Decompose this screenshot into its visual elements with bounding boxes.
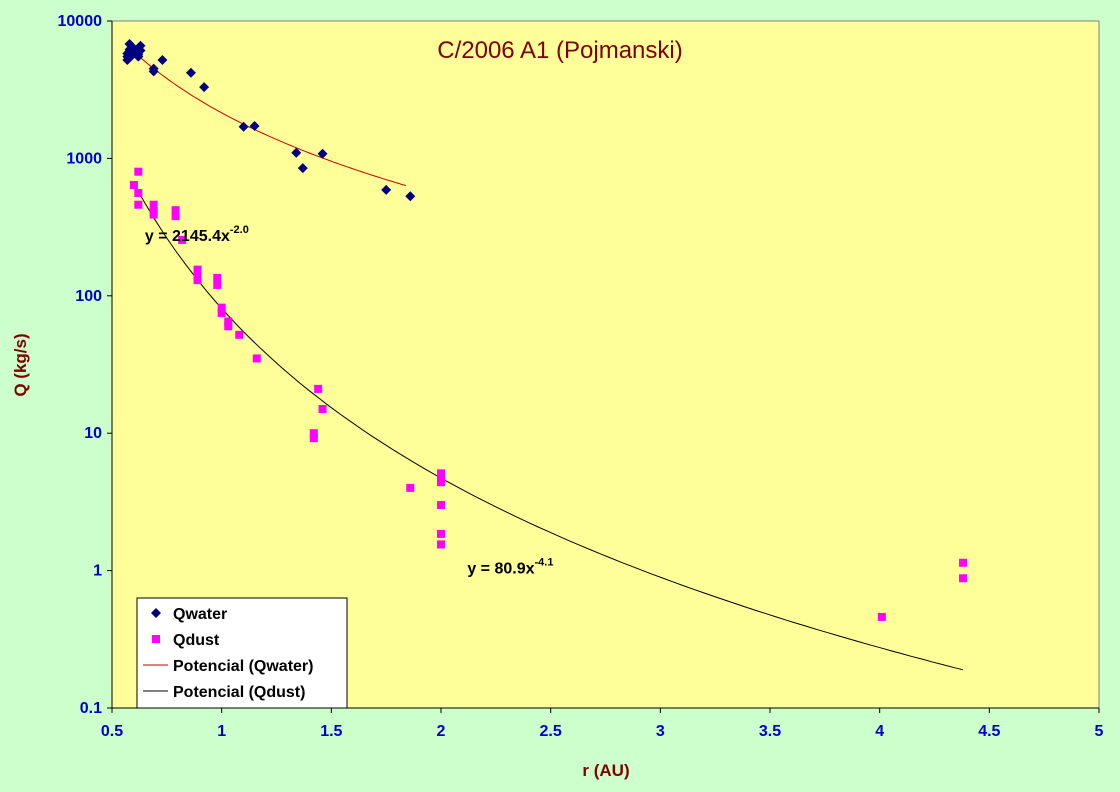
qdust-point <box>959 558 968 567</box>
legend-symbol-qwater <box>151 608 161 618</box>
x-tick-label: 4 <box>875 723 884 740</box>
qdust-point <box>309 429 318 438</box>
qdust-point <box>252 354 261 363</box>
qwater-point <box>381 184 392 195</box>
x-tick-label: 0.5 <box>101 723 123 740</box>
x-tick-label: 5 <box>1095 723 1104 740</box>
y-tick-label: 1 <box>93 563 102 580</box>
qdust-point <box>193 265 202 274</box>
qdust-point <box>309 434 318 443</box>
y-tick-label: 0.1 <box>80 700 102 717</box>
equation-base: y = 80.9x <box>467 561 534 578</box>
legend: Qwater Qdust Potencial (Qwater) Potencial (… <box>136 597 348 709</box>
qdust-point <box>129 181 138 190</box>
y-tick-label: 1000 <box>66 150 102 167</box>
qwater-point <box>238 121 249 132</box>
qwater-point <box>157 55 168 66</box>
legend-label: Potencial (Qwater) <box>173 658 313 675</box>
qdust-point <box>171 206 180 215</box>
x-tick-label: 4.5 <box>978 723 1000 740</box>
qdust-point <box>134 200 143 209</box>
equation-base: y = 2145.4x <box>145 228 230 245</box>
x-tick-label: 2 <box>437 723 446 740</box>
legend-label: Potencial (Qdust) <box>173 684 305 701</box>
legend-symbol-qdust <box>152 635 160 643</box>
trendline-potencial-qdust- <box>133 183 964 671</box>
legend-label: Qwater <box>173 606 227 623</box>
qdust-point <box>213 273 222 282</box>
x-axis-label: r (AU) <box>582 761 629 780</box>
qdust-point <box>217 308 226 317</box>
trendline-potencial-qwater- <box>127 45 407 187</box>
qwater-point <box>249 121 260 132</box>
qwater-point <box>317 148 328 159</box>
qdust-point <box>437 469 445 478</box>
legend-box <box>136 597 348 709</box>
qwater-point <box>185 67 196 78</box>
chart-marks <box>122 39 968 671</box>
qdust-point <box>193 276 202 285</box>
equation-exponent: -4.1 <box>534 557 553 569</box>
chart-title: C/2006 A1 (Pojmanski) <box>437 37 682 64</box>
x-tick-label: 3 <box>656 723 665 740</box>
qdust-point <box>213 280 222 289</box>
x-tick-label: 3.5 <box>759 723 781 740</box>
qdust-point <box>437 478 445 487</box>
trendline-equation: y = 80.9x-4.1 <box>467 557 553 578</box>
qdust-point <box>314 384 323 393</box>
qdust-point <box>437 529 445 538</box>
y-axis-label: Q (kg/s) <box>11 333 30 396</box>
legend-label: Qdust <box>173 632 220 649</box>
qwater-point <box>291 147 302 158</box>
y-tick-label: 10 <box>84 425 102 442</box>
qdust-point <box>224 317 233 326</box>
qdust-point <box>437 501 445 510</box>
qdust-point <box>193 271 202 280</box>
qdust-point <box>959 574 968 583</box>
qdust-point <box>134 188 143 197</box>
qdust-point <box>149 210 158 219</box>
qdust-point <box>235 330 244 339</box>
x-tick-label: 1.5 <box>320 723 342 740</box>
qdust-point <box>877 612 886 621</box>
qwater-point <box>135 40 146 51</box>
qwater-point <box>148 63 159 74</box>
trendline-equation: y = 2145.4x-2.0 <box>145 224 249 245</box>
qwater-point <box>199 82 210 93</box>
qdust-point <box>217 303 226 312</box>
x-tick-label: 2.5 <box>540 723 562 740</box>
qdust-point <box>406 483 415 492</box>
qdust-point <box>224 322 233 331</box>
y-tick-label: 100 <box>75 288 102 305</box>
qdust-point <box>437 540 445 549</box>
qdust-point <box>149 200 158 209</box>
qdust-point <box>134 167 143 176</box>
trendline-equations: y = 2145.4x-2.0 y = 80.9x-4.1 <box>145 224 554 578</box>
equation-exponent: -2.0 <box>230 224 249 236</box>
qdust-point <box>318 405 327 414</box>
qwater-point <box>297 163 308 174</box>
qdust-point <box>178 235 187 244</box>
x-tick-label: 1 <box>217 723 226 740</box>
plot-area <box>111 20 1100 709</box>
y-tick-label: 10000 <box>58 13 103 30</box>
qwater-point <box>405 191 416 202</box>
qdust-point <box>171 212 180 221</box>
